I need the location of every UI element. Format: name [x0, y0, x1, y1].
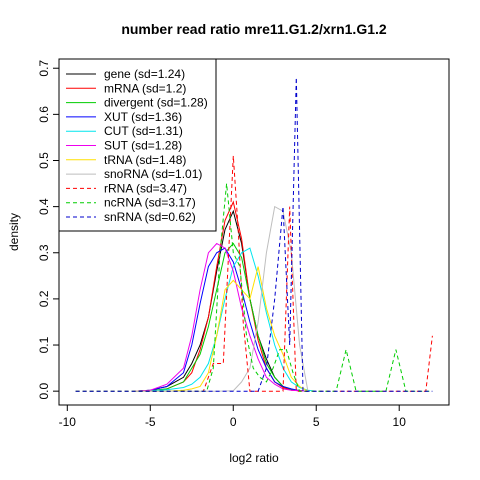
y-axis: 0.0 0.1 0.2 0.3 0.4 0.5 0.6 0.7 — [37, 60, 59, 400]
legend-label: CUT (sd=1.31) — [104, 124, 183, 138]
x-tick-label: 10 — [393, 415, 407, 429]
x-tick-label: 5 — [313, 415, 320, 429]
y-tick-label: 0.3 — [37, 244, 51, 261]
series-line — [133, 266, 309, 392]
legend-label: tRNA (sd=1.48) — [104, 153, 186, 167]
legend-label: mRNA (sd=1.2) — [104, 81, 186, 95]
legend-label: snRNA (sd=0.62) — [104, 210, 196, 224]
x-axis-label: log2 ratio — [229, 451, 279, 465]
y-tick-label: 0.0 — [37, 382, 51, 399]
x-tick-label: 0 — [230, 415, 237, 429]
legend-label: snoRNA (sd=1.01) — [104, 167, 202, 181]
legend: gene (sd=1.24)mRNA (sd=1.2)divergent (sd… — [58, 58, 217, 232]
y-tick-label: 0.5 — [37, 152, 51, 169]
legend-label: divergent (sd=1.28) — [104, 96, 208, 110]
legend-label: rRNA (sd=3.47) — [104, 181, 187, 195]
y-tick-label: 0.1 — [37, 336, 51, 353]
x-tick-label: -5 — [145, 415, 156, 429]
y-axis-label: density — [7, 213, 21, 251]
y-tick-label: 0.6 — [37, 106, 51, 123]
x-tick-label: -10 — [59, 415, 77, 429]
y-tick-label: 0.4 — [37, 198, 51, 215]
legend-label: SUT (sd=1.28) — [104, 139, 182, 153]
chart-title: number read ratio mre11.G1.2/xrn1.G1.2 — [121, 21, 387, 37]
series-line — [133, 247, 308, 392]
series-line — [75, 77, 433, 392]
plot-frame — [58, 58, 450, 406]
y-tick-label: 0.7 — [37, 60, 51, 77]
x-axis: -10 -5 0 5 10 — [59, 405, 407, 429]
legend-label: ncRNA (sd=3.17) — [104, 196, 196, 210]
series-line — [75, 155, 433, 392]
series-layer — [75, 77, 433, 392]
y-tick-label: 0.2 — [37, 290, 51, 307]
legend-label: gene (sd=1.24) — [104, 67, 185, 81]
series-line — [133, 247, 317, 392]
legend-label: XUT (sd=1.36) — [104, 110, 182, 124]
